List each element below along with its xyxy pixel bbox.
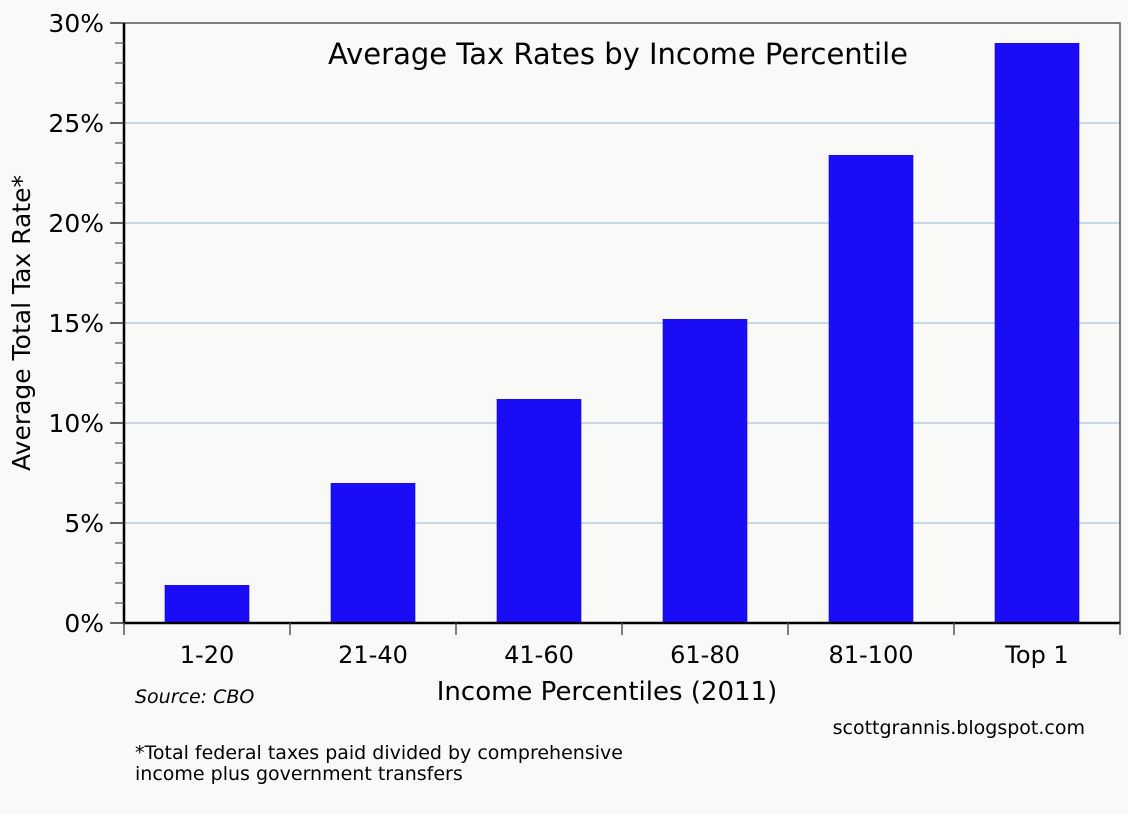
x-tick-label: 1-20: [180, 641, 234, 669]
x-tick-label: 81-100: [828, 641, 913, 669]
y-tick-label: 30%: [48, 9, 104, 38]
bar-61-80: [662, 319, 748, 623]
source-note: Source: CBO: [135, 686, 254, 708]
x-ticks: 1-20 21-40 41-60 61-80 81-100 Top 1: [123, 623, 1121, 669]
x-axis-label: Income Percentiles (2011): [437, 677, 777, 707]
credit-text: scottgrannis.blogspot.com: [833, 717, 1085, 739]
y-tick-label: 5%: [64, 509, 104, 538]
y-tick-label: 20%: [48, 209, 104, 238]
bar-1-20: [164, 585, 250, 623]
bar-41-60: [496, 399, 582, 623]
x-tick-label: Top 1: [1004, 641, 1068, 669]
bar-top-1: [994, 43, 1080, 623]
bar-81-100: [828, 155, 914, 623]
x-tick-label: 61-80: [670, 641, 740, 669]
footnote-line-2: income plus government transfers: [135, 763, 463, 785]
bars: [164, 43, 1080, 623]
y-tick-label: 25%: [48, 109, 104, 138]
chart-title: Average Tax Rates by Income Percentile: [328, 37, 908, 71]
y-axis-label: Average Total Tax Rate*: [7, 175, 36, 471]
y-tick-label: 15%: [48, 309, 104, 338]
y-ticks: 0% 5% 10% 15% 20% 25% 30%: [48, 9, 124, 638]
gridlines: [124, 122, 1120, 524]
y-tick-label: 0%: [64, 609, 104, 638]
y-tick-label: 10%: [48, 409, 104, 438]
x-tick-label: 41-60: [504, 641, 574, 669]
x-tick-label: 21-40: [338, 641, 408, 669]
bar-21-40: [330, 483, 416, 623]
footnote-line-1: *Total federal taxes paid divided by com…: [135, 742, 623, 764]
